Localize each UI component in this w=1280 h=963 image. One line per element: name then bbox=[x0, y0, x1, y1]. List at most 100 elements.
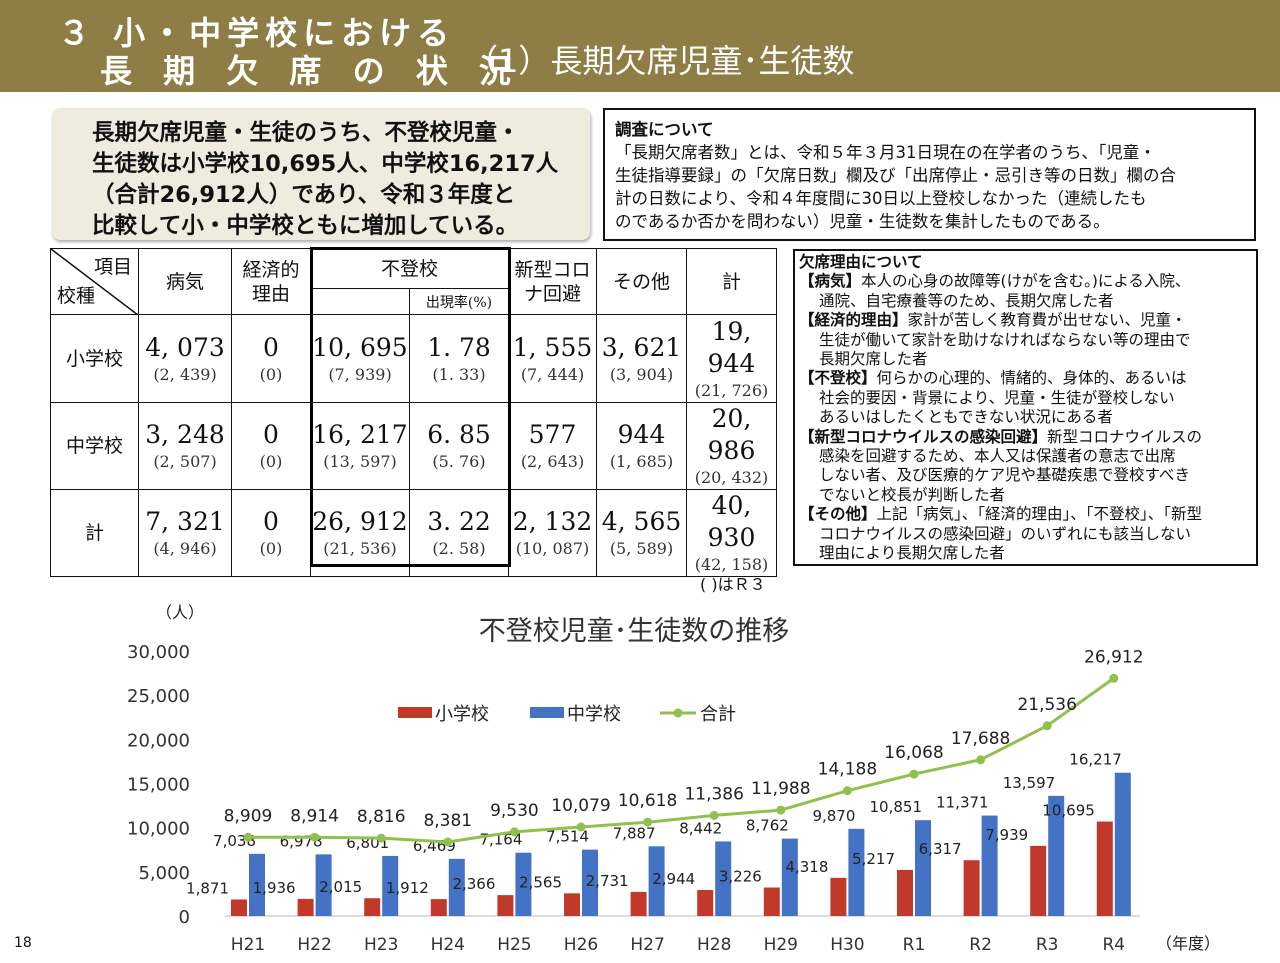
value: 0 bbox=[263, 507, 279, 536]
prev-value: (7, 444) bbox=[520, 364, 585, 384]
bar-junior-high bbox=[582, 849, 598, 916]
survey-title: 調査について bbox=[615, 120, 714, 139]
data-label-total: 14,188 bbox=[818, 760, 877, 780]
reason-line: 【新型コロナウイルスの感染回避】新型コロナウイルスの bbox=[799, 428, 1250, 447]
data-label-total: 9,530 bbox=[490, 801, 539, 821]
point-total bbox=[443, 837, 453, 847]
bar-elementary bbox=[830, 877, 847, 916]
reason-text: 何らかの心理的、情緒的、身体的、あるいは bbox=[876, 369, 1187, 388]
cell-futoko: 10, 695 (7, 939) bbox=[310, 314, 410, 403]
cell-econ: 0 (0) bbox=[231, 402, 311, 490]
bar-elementary bbox=[763, 887, 780, 916]
prev-value: (0) bbox=[259, 539, 283, 558]
data-label-total: 11,386 bbox=[684, 784, 743, 804]
data-label-total: 8,909 bbox=[224, 806, 273, 826]
survey-line: 生徒指導要録」の「欠席日数」欄及び「出席停止・忌引き等の日数」欄の合 bbox=[615, 166, 1176, 185]
data-label-total: 8,381 bbox=[423, 811, 472, 831]
reason-line: あるいはしたくともできない状況にある者 bbox=[819, 408, 1113, 427]
bar-elementary bbox=[963, 860, 980, 916]
legend-label-elementary: 小学校 bbox=[435, 704, 489, 725]
col-covid-header: 新型コロ ナ回避 bbox=[508, 248, 597, 315]
prev-value: (3, 904) bbox=[609, 364, 674, 384]
point-total bbox=[976, 755, 986, 765]
reason-head: 【経済的理由】 bbox=[799, 311, 908, 330]
reason-line: 【その他】上記「病気」、「経済的理由」、「不登校」、「新型 bbox=[799, 505, 1250, 524]
bar-elementary bbox=[1096, 821, 1113, 916]
reason-head: 【病気】 bbox=[799, 272, 862, 291]
data-label-elementary: 4,318 bbox=[785, 858, 828, 876]
corner-item-label: 項目 bbox=[93, 256, 132, 278]
value: 3, 248 bbox=[145, 420, 225, 449]
data-label-elementary: 1,936 bbox=[253, 879, 296, 897]
point-total bbox=[509, 827, 519, 837]
prev-value: (4, 946) bbox=[153, 539, 217, 558]
prev-value: (21, 536) bbox=[323, 539, 397, 558]
point-total bbox=[1109, 673, 1119, 683]
prev-value: (2, 643) bbox=[520, 452, 585, 471]
reason-head: 【その他】 bbox=[799, 505, 877, 524]
bar-junior-high bbox=[1048, 795, 1065, 916]
summary-box: 長期欠席児童・生徒のうち、不登校児童・ 生徒数は小学校10,695人、中学校16… bbox=[52, 108, 590, 240]
reasons-box: 欠席理由について 【病気】本人の心身の故障等(けがを含む。)による入院、 通院、… bbox=[793, 249, 1258, 566]
reason-line: 【病気】本人の心身の故障等(けがを含む。)による入院、 bbox=[799, 272, 1250, 291]
cell-other: 944 (1, 685) bbox=[596, 402, 687, 490]
bar-junior-high bbox=[848, 828, 865, 916]
legend-label-junior-high: 中学校 bbox=[567, 704, 621, 725]
survey-note-box: 調査について 「長期欠席者数」とは、令和５年３月31日現在の在学者のうち、「児童… bbox=[603, 108, 1256, 241]
reason-line: 長期欠席した者 bbox=[819, 350, 928, 369]
y-axis-unit: （人） bbox=[156, 603, 204, 622]
cell-other: 3, 621 (3, 904) bbox=[596, 314, 687, 403]
cell-econ: 0 (0) bbox=[231, 489, 311, 577]
prev-value: (0) bbox=[259, 452, 283, 471]
col-econ-header: 経済的 理由 bbox=[231, 248, 311, 315]
y-tick-label: 0 bbox=[179, 907, 190, 928]
data-label-total: 26,912 bbox=[1084, 647, 1143, 667]
data-label-elementary: 10,695 bbox=[1042, 802, 1095, 820]
reason-line: 生徒が働いて家計を助けなければならない等の理由で bbox=[819, 330, 1191, 349]
bar-elementary bbox=[630, 891, 647, 916]
reason-line: 理由により長期欠席した者 bbox=[819, 544, 1005, 563]
data-label-total: 17,688 bbox=[951, 729, 1010, 749]
data-label-total: 11,988 bbox=[751, 779, 810, 799]
bar-junior-high bbox=[382, 855, 399, 916]
survey-line: 「長期欠席者数」とは、令和５年３月31日現在の在学者のうち、「児童・ bbox=[615, 143, 1156, 162]
table-corner-header: 項目 校種 bbox=[50, 248, 139, 315]
reason-text: 上記「病気」、「経済的理由」、「不登校」、「新型 bbox=[876, 505, 1203, 524]
bar-junior-high bbox=[249, 853, 265, 916]
value: 1, 555 bbox=[512, 332, 593, 362]
prev-value: (10, 087) bbox=[515, 539, 590, 558]
data-label-elementary: 6,317 bbox=[919, 840, 962, 858]
survey-line: 計の日数により、令和４年度間に30日以上登校しなかった（連続したも bbox=[615, 189, 1147, 208]
x-tick-label: H29 bbox=[764, 935, 798, 955]
value: 1. 78 bbox=[427, 332, 491, 362]
col-rate-header: 出現率(%) bbox=[409, 288, 509, 315]
reason-line: 通院、自宅療養等のため、長期欠席した者 bbox=[819, 291, 1114, 310]
bar-junior-high bbox=[915, 820, 931, 916]
prev-value: (1, 685) bbox=[609, 452, 674, 471]
point-total bbox=[643, 817, 653, 827]
x-tick-label: H27 bbox=[630, 935, 664, 955]
y-tick-label: 30,000 bbox=[127, 642, 190, 663]
y-tick-label: 10,000 bbox=[127, 819, 190, 840]
prev-value: (42, 158) bbox=[694, 555, 769, 574]
prev-value: (21, 726) bbox=[694, 380, 769, 400]
futoko-trend-chart: 不登校児童･生徒数の推移 （人） （年度） 0 5,000 10,000 15,000 20,… bbox=[127, 603, 1220, 955]
cell-econ: 0 (0) bbox=[231, 314, 311, 403]
point-total bbox=[1042, 721, 1052, 731]
value: 4, 565 bbox=[601, 507, 682, 536]
prev-value: (2, 507) bbox=[153, 452, 217, 471]
prev-value: (5. 76) bbox=[432, 452, 486, 471]
data-label-total: 16,068 bbox=[884, 743, 943, 763]
cell-total: 40, 930 (42, 158) bbox=[686, 489, 777, 577]
value: 7, 321 bbox=[145, 507, 225, 536]
value: 944 bbox=[617, 420, 666, 449]
prev-value: (20, 432) bbox=[694, 468, 769, 487]
x-tick-label: R2 bbox=[969, 935, 992, 955]
corner-diagonal bbox=[51, 249, 138, 315]
value: 19, 944 bbox=[707, 316, 756, 378]
reason-text: 家計が苦しく教育費が出せない、児童・ bbox=[907, 311, 1187, 330]
line-total bbox=[247, 677, 1115, 844]
point-total bbox=[709, 810, 719, 820]
col-total-header: 計 bbox=[686, 248, 777, 315]
data-label-total: 21,536 bbox=[1017, 695, 1076, 715]
